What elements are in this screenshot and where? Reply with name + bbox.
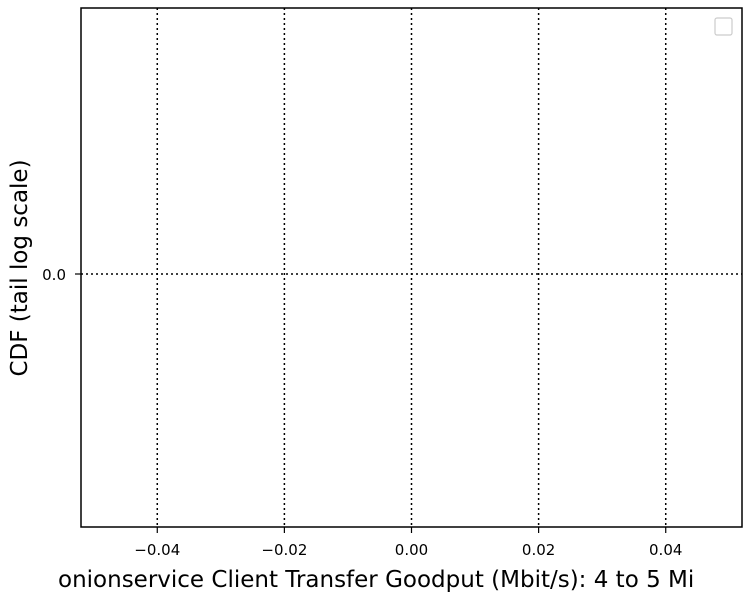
x-axis-label: onionservice Client Transfer Goodput (Mb… [58, 567, 694, 593]
axis-ticks: −0.04 −0.02 0.00 0.02 0.04 0.0 [42, 266, 682, 559]
x-tick-label: −0.04 [134, 541, 180, 559]
y-tick-label: 0.0 [42, 266, 66, 284]
x-tick-label: 0.04 [649, 541, 682, 559]
x-tick-label: 0.02 [522, 541, 555, 559]
legend-box [714, 17, 733, 36]
x-tick-label: 0.00 [395, 541, 428, 559]
grid-lines [81, 8, 742, 527]
y-axis-label: CDF (tail log scale) [7, 159, 33, 376]
x-tick-label: −0.02 [261, 541, 307, 559]
